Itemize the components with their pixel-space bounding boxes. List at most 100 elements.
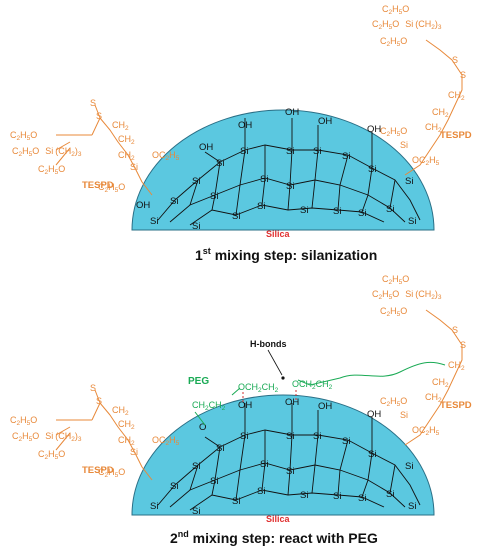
svg-text:Si: Si [257,486,265,497]
svg-text:O: O [199,422,206,433]
tespd-right-1: C2H5O C2H5O Si (CH2)3 C2H5O S S CH2 CH2 CH… [372,4,472,176]
caption-step-2: 2nd mixing step: react with PEG [170,529,378,546]
peg-chain: CH2CH2 OCH2CH2 OCH2CH2 PEG [188,361,446,426]
svg-text:S: S [90,383,96,393]
svg-text:S: S [96,396,102,406]
svg-text:S: S [452,325,458,335]
svg-text:Si: Si [216,158,224,169]
svg-text:Si: Si [260,459,268,470]
svg-text:Si: Si [210,476,218,487]
svg-text:CH2: CH2 [118,134,135,146]
svg-text:S: S [90,98,96,108]
silica-atoms-2: OH OH OH OH O Si Si Si Si Si Si Si Si Si… [150,397,416,517]
svg-text:Si: Si [257,201,265,212]
svg-text:CH2: CH2 [118,419,135,431]
svg-text:C2H5O: C2H5O [380,36,407,48]
svg-text:Si: Si [342,151,350,162]
silica-atoms-1: OH OH OH OH OH OH Si Si Si Si Si Si Si S… [136,107,416,232]
svg-text:C2H5O: C2H5O [382,274,409,286]
svg-text:CH2: CH2 [425,392,442,404]
svg-text:Si: Si [210,191,218,202]
svg-text:CH2: CH2 [112,405,129,417]
svg-text:OH: OH [199,142,213,153]
svg-text:Si: Si [260,174,268,185]
tespd-left-1: SS C2H5O C2H5O Si (CH2)3 C2H5O CH2 CH2 CH2… [10,98,180,196]
svg-text:CH2: CH2 [112,120,129,132]
svg-text:Si: Si [150,216,158,227]
svg-text:CH2: CH2 [432,377,449,389]
svg-text:Si: Si [333,206,341,217]
svg-text:OH: OH [318,401,332,412]
svg-text:CH2CH2: CH2CH2 [192,400,226,412]
svg-text:TESPD: TESPD [440,130,472,141]
svg-text:OC2H5: OC2H5 [412,155,440,167]
svg-text:Si: Si [313,146,321,157]
svg-text:Si: Si [405,176,413,187]
svg-text:Si: Si [232,496,240,507]
svg-text:Si: Si [150,501,158,512]
svg-text:Si: Si [313,431,321,442]
svg-text:Si: Si [192,221,200,232]
svg-text:Si: Si [286,181,294,192]
svg-text:CH2: CH2 [118,435,135,447]
svg-text:Si: Si [240,431,248,442]
svg-text:Si: Si [333,491,341,502]
svg-text:Si: Si [130,447,138,457]
svg-text:OH: OH [136,200,150,211]
svg-text:OCH2CH2: OCH2CH2 [292,379,333,391]
svg-text:Si: Si [216,443,224,454]
silica-label-1: Silica [266,229,291,239]
svg-text:OH: OH [367,409,381,420]
svg-text:Si: Si [400,410,408,420]
svg-text:OH: OH [318,116,332,127]
svg-text:Si: Si [192,461,200,472]
svg-text:Si: Si [170,196,178,207]
svg-text:Si: Si [386,489,394,500]
svg-text:Si: Si [300,490,308,501]
tespd-left-2: SS C2H5O C2H5O Si (CH2)3 C2H5O CH2 CH2 CH2… [10,383,180,481]
svg-text:Si: Si [342,436,350,447]
svg-text:C2H5O: C2H5O [38,449,65,461]
svg-text:TESPD: TESPD [440,400,472,411]
silica-label-2: Silica [266,514,291,524]
svg-text:C2H5O: C2H5O [38,164,65,176]
svg-text:OC2H5: OC2H5 [152,150,180,162]
svg-text:OC2H5: OC2H5 [412,425,440,437]
svg-text:S: S [460,70,466,80]
caption-step-1: 1st mixing step: silanization [195,246,377,263]
svg-text:OH: OH [367,124,381,135]
svg-text:Si: Si [358,493,366,504]
svg-text:OH: OH [285,107,299,118]
panel-silanization: OH OH OH OH OH OH Si Si Si Si Si Si Si S… [10,4,472,263]
svg-text:CH2: CH2 [432,107,449,119]
svg-text:C2H5O: C2H5O [380,126,407,138]
svg-text:Si: Si [130,162,138,172]
svg-text:H-bonds: H-bonds [250,339,287,349]
svg-text:TESPD: TESPD [82,180,114,191]
svg-text:OH: OH [238,400,252,411]
svg-text:Si: Si [300,205,308,216]
svg-text:C2H5O: C2H5O [10,415,37,427]
svg-text:Si: Si [240,146,248,157]
svg-text:CH2: CH2 [118,150,135,162]
svg-text:CH2: CH2 [448,90,465,102]
svg-text:Si: Si [170,481,178,492]
svg-text:OH: OH [238,120,252,131]
svg-text:OC2H5: OC2H5 [152,435,180,447]
svg-text:Si: Si [192,176,200,187]
svg-text:TESPD: TESPD [82,465,114,476]
svg-text:Si: Si [408,501,416,512]
svg-text:Si: Si [400,140,408,150]
svg-text:S: S [96,111,102,121]
svg-text:Si: Si [358,208,366,219]
svg-text:Si: Si [408,216,416,227]
svg-text:Si: Si [286,466,294,477]
svg-text:Si: Si [368,449,376,460]
svg-text:CH2: CH2 [425,122,442,134]
svg-text:Si: Si [286,146,294,157]
h-bonds: H-bonds [242,339,297,404]
svg-text:Si: Si [368,164,376,175]
